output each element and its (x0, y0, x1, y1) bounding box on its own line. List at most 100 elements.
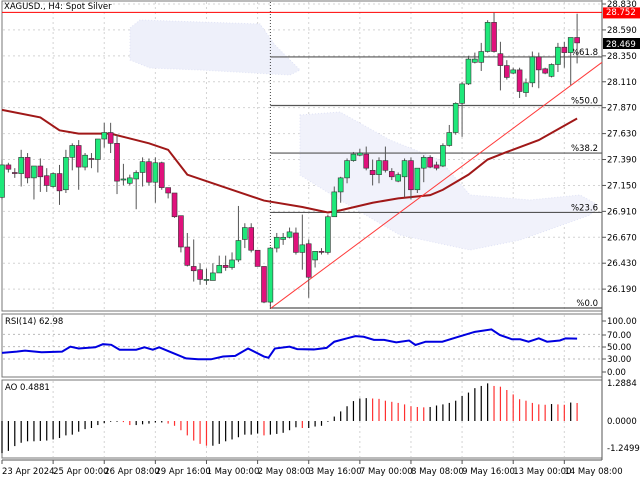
candle-body-bear (261, 266, 267, 303)
candle-body-bear (165, 187, 171, 194)
candle-body-bull (337, 177, 344, 193)
candle (152, 157, 159, 203)
candle-body-bear (56, 173, 63, 192)
candle-body-bull (101, 132, 108, 140)
price-tick-label: 26.910 (607, 207, 637, 217)
candle (222, 255, 229, 271)
candle-body-bear (158, 162, 165, 188)
candle (318, 248, 325, 255)
candle-body-bull (478, 51, 485, 63)
candle (75, 140, 82, 190)
candle-body-bull (529, 56, 536, 84)
candle (242, 223, 248, 249)
candle-body-bull (376, 160, 382, 175)
candle (267, 247, 274, 309)
price-tick-label: 26.430 (607, 259, 637, 269)
candle (18, 149, 24, 187)
candle-body-bear (542, 68, 548, 74)
candle (82, 153, 88, 171)
ao-histogram (1, 383, 578, 454)
candle-body-bull (242, 227, 248, 240)
candle (5, 162, 12, 173)
fib-level-label: %38.2 (571, 144, 598, 154)
candle (408, 157, 414, 200)
candle (107, 122, 114, 154)
candle-body-bear (184, 246, 191, 266)
candle-body-bear (305, 243, 312, 278)
candle (344, 158, 350, 184)
candle-body-bear (535, 56, 542, 71)
fib-level-label: %50.0 (571, 97, 598, 107)
candle-body-bear (43, 175, 50, 186)
candle-body-bull (31, 165, 37, 179)
candle (497, 41, 504, 91)
candle-body-bear (561, 46, 568, 53)
candle-body-bull (267, 247, 274, 303)
candle (127, 174, 133, 186)
candle (0, 159, 5, 200)
candle-body-bear (75, 145, 82, 168)
candle (369, 159, 376, 186)
time-tick-label: 8 May 08:00 (411, 467, 464, 477)
candle (235, 205, 242, 263)
candle-body-bull (203, 279, 210, 281)
candles (0, 12, 580, 309)
candle-body-bull (120, 178, 127, 181)
price-tick-label: 26.190 (607, 285, 637, 295)
candle (484, 20, 491, 53)
candle (184, 232, 191, 267)
candle-body-bear (516, 69, 523, 92)
candle (139, 157, 146, 187)
candle-body-bear (178, 215, 184, 248)
candle-body-bull (0, 164, 5, 198)
candle-body-bull (331, 191, 338, 218)
candle-body-bull (50, 173, 56, 187)
candle (229, 252, 235, 270)
candle-body-bear (114, 143, 120, 182)
candle-body-bear (222, 265, 229, 268)
ao-tick-label: -1.2499 (607, 444, 640, 454)
candle (69, 143, 76, 171)
candle (331, 186, 338, 218)
candle (414, 167, 421, 193)
candle (433, 161, 440, 171)
candle (363, 146, 370, 171)
candle (254, 249, 261, 267)
candle-body-bull (452, 103, 459, 133)
candle-body-bear (491, 22, 497, 52)
candle-body-bear (369, 170, 376, 175)
candle-body-bear (433, 164, 440, 169)
candle-body-bull (280, 236, 286, 240)
candle (420, 155, 427, 183)
candle-body-bull (357, 152, 363, 156)
candle (395, 172, 401, 183)
candle (350, 151, 357, 162)
price-tick-label: 28.590 (607, 26, 637, 36)
candle-body-bear (254, 249, 261, 267)
candle (286, 227, 293, 239)
candle-body-bear (408, 160, 414, 191)
trendline[interactable] (270, 61, 603, 309)
candle (561, 41, 568, 68)
candle (567, 37, 574, 85)
candle-body-bear (107, 132, 114, 144)
candle-body-bull (344, 160, 350, 179)
candle-body-bear (248, 227, 255, 251)
price-tick-label: 26.670 (607, 233, 637, 243)
price-tick-label: 28.110 (607, 78, 637, 88)
candle-body-bear (388, 171, 395, 178)
candle-body-bull (133, 172, 139, 180)
candle (337, 176, 344, 203)
candle (459, 81, 465, 137)
candle (197, 263, 203, 285)
candle-body-bear (88, 158, 95, 160)
candle (305, 239, 312, 298)
candle-body-bull (63, 157, 69, 191)
ichimoku-cloud (129, 19, 301, 76)
candle (203, 268, 210, 285)
rsi-tick-label: 100.00 (607, 317, 637, 327)
candle (401, 158, 408, 198)
chart-title: XAGUSD., H4: Spot Silver (4, 2, 112, 12)
candle-body-bull (127, 177, 133, 184)
